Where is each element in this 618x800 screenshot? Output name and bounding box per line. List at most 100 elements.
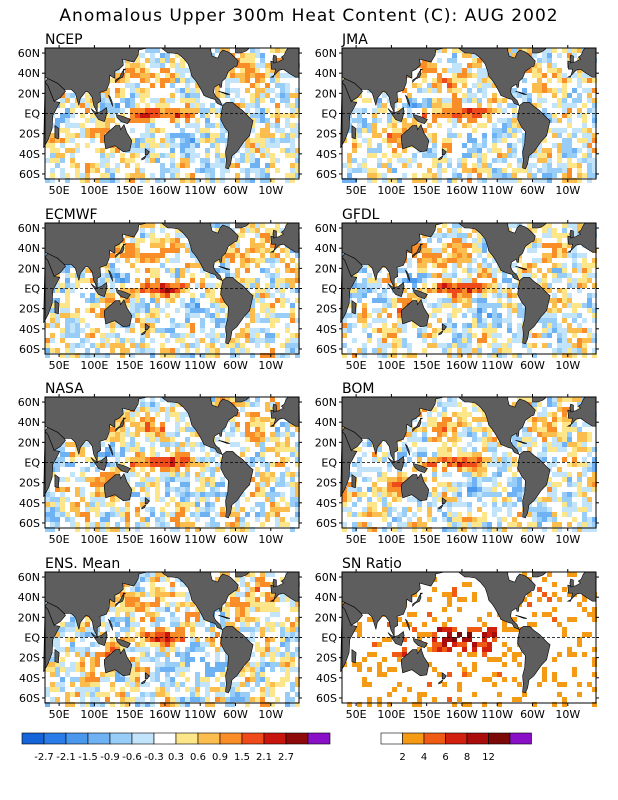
field-cell [110,178,115,183]
field-cell [472,278,477,283]
field-cell [185,268,190,273]
field-cell [437,233,442,238]
field-cell [285,93,290,98]
field-cell [110,173,115,178]
field-cell [477,68,482,73]
field-cell [230,253,235,258]
continent [457,47,536,106]
field-cell [85,323,90,328]
field-cell [170,268,175,273]
field-cell [225,313,230,318]
field-cell [557,143,562,148]
field-cell [522,98,527,103]
field-cell [552,133,557,138]
field-cell [180,417,185,422]
field-cell [215,348,220,353]
field-cell [587,268,592,273]
field-cell [285,442,290,447]
field-cell [165,103,170,108]
field-cell [250,283,255,288]
field-cell [587,158,592,163]
field-cell [210,133,215,138]
field-cell [367,278,372,283]
field-cell [427,333,432,338]
field-cell [557,288,562,293]
field-cell [392,303,397,308]
field-cell [582,143,587,148]
field-cell [85,168,90,173]
field-cell [105,273,110,278]
field-cell [255,343,260,348]
field-cell [115,432,120,437]
field-cell [422,68,427,73]
field-cell [285,248,290,253]
field-cell [532,417,537,422]
field-cell [155,158,160,163]
field-cell [447,233,452,238]
field-cell [170,273,175,278]
field-cell [432,308,437,313]
field-cell [90,163,95,168]
field-cell [55,313,60,318]
field-cell [487,83,492,88]
field-cell [492,258,497,263]
field-cell [115,248,120,253]
field-cell [567,118,572,123]
field-cell [200,128,205,133]
field-cell [437,88,442,93]
field-cell [210,353,215,358]
field-cell [150,268,155,273]
field-cell [125,163,130,168]
field-cell [195,263,200,268]
field-cell [392,148,397,153]
field-cell [180,58,185,63]
field-cell [175,507,180,512]
field-cell [285,153,290,158]
field-cell [170,333,175,338]
field-cell [170,173,175,178]
field-cell [105,333,110,338]
field-cell [462,78,467,83]
field-cell [100,333,105,338]
field-cell [377,143,382,148]
field-cell [90,333,95,338]
field-cell [75,502,80,507]
field-cell [487,427,492,432]
field-cell [195,343,200,348]
field-cell [537,258,542,263]
field-cell [275,83,280,88]
field-cell [572,308,577,313]
field-cell [105,123,110,128]
field-cell [432,422,437,427]
field-cell [367,178,372,183]
field-cell [487,173,492,178]
field-cell [105,153,110,158]
field-cell [432,138,437,143]
continent [272,403,277,413]
y-tick-label: 40S [19,497,40,510]
field-cell [437,298,442,303]
field-cell [70,353,75,358]
field-cell [210,447,215,452]
field-cell [592,308,597,313]
field-cell [352,108,357,113]
field-cell [180,323,185,328]
field-cell [170,143,175,148]
field-cell [105,268,110,273]
field-cell [165,168,170,173]
field-cell [427,88,432,93]
field-cell [295,447,300,452]
field-cell [362,263,367,268]
field-cell [75,522,80,527]
field-cell [422,178,427,183]
field-cell [260,253,265,258]
field-cell [260,233,265,238]
field-cell [432,343,437,348]
field-cell [80,447,85,452]
field-cell [215,437,220,442]
field-cell [50,133,55,138]
field-cell [462,108,467,113]
field-cell [270,278,275,283]
field-cell [135,512,140,517]
y-tick-label: 60N [18,47,40,60]
